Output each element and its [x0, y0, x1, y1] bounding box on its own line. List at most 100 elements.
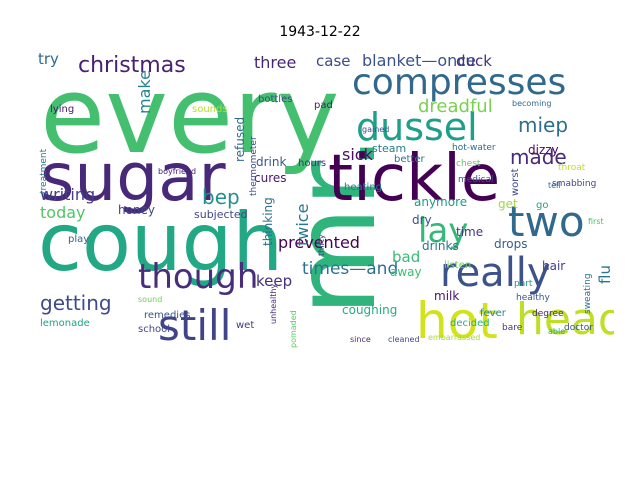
word: away [390, 265, 422, 279]
word: honey [118, 203, 155, 217]
word: smabbing [552, 179, 596, 189]
word: getting [40, 291, 112, 315]
word: bare [502, 323, 523, 333]
word: worst [510, 168, 521, 196]
word: times—and [302, 259, 398, 279]
word: tell [548, 181, 561, 190]
word: bep [202, 185, 240, 209]
word: decided [450, 318, 490, 329]
word: dry [412, 213, 432, 227]
word: twice [293, 204, 312, 246]
word: treatment [39, 148, 49, 194]
word: healthy [516, 293, 550, 303]
word: coughing [342, 303, 397, 317]
word: since [350, 335, 371, 344]
word: gained [362, 125, 389, 134]
word: embarrassed [428, 333, 480, 342]
word: two [508, 197, 585, 246]
word: still [158, 301, 231, 350]
word: fever [480, 308, 507, 319]
word: really [440, 250, 551, 296]
word: able [548, 327, 565, 336]
word: milk [434, 289, 459, 303]
word: hair [542, 259, 565, 273]
word: christmas [78, 53, 186, 78]
word: dizzy [528, 143, 559, 157]
word: made [510, 145, 567, 169]
word: cures [254, 171, 287, 185]
word: sounds [192, 104, 228, 115]
word: cleaned [388, 335, 420, 344]
word: sick [342, 145, 374, 164]
word-cloud: every mr. tickle sugar cough compresses … [38, 48, 614, 364]
word: heating [344, 182, 382, 193]
word: steam [372, 142, 406, 155]
word: sweating [583, 273, 593, 314]
word: becoming [512, 99, 551, 108]
word: first [588, 217, 604, 226]
word: keep [256, 272, 292, 290]
word: lay [418, 211, 468, 251]
word: sugar [40, 139, 227, 216]
word: pomaded [289, 310, 298, 348]
word: remedies [144, 310, 190, 321]
word: thermometer [249, 136, 259, 196]
word: hot-water [452, 143, 496, 153]
word: subjected [194, 208, 248, 221]
word: cough [38, 196, 283, 289]
word: dussel [356, 105, 478, 149]
word: throat [558, 163, 586, 173]
figure-title: 1943-12-22 [279, 24, 361, 40]
word: play [68, 234, 89, 245]
word: mr. [271, 136, 401, 316]
word: tickle [328, 142, 500, 216]
word: bottles [258, 94, 292, 105]
word: part [514, 279, 533, 289]
word: case [316, 52, 350, 70]
word: thirty [317, 234, 326, 256]
word: go [536, 200, 548, 211]
word: refused [233, 117, 247, 162]
word: boyfriend [158, 167, 196, 176]
word: flu [596, 265, 614, 284]
word: writing [40, 185, 95, 204]
word: doctor [564, 323, 593, 333]
word: blanket—once [362, 51, 476, 70]
word: every [40, 54, 339, 177]
word: chest [456, 159, 481, 169]
word: thinking [261, 197, 275, 246]
word: anymore [414, 195, 467, 209]
word: dreadful [418, 96, 493, 117]
word: get [498, 197, 518, 211]
word: miep [518, 113, 568, 137]
word: hours [298, 158, 326, 169]
word: duck [456, 52, 492, 70]
word: make [135, 70, 154, 114]
word: hot [416, 292, 498, 350]
word: prevented [278, 233, 360, 252]
word: school [138, 324, 170, 335]
word: sound [138, 295, 162, 304]
word: bad [392, 248, 420, 266]
word: pad [314, 100, 333, 111]
word: try [38, 50, 59, 68]
word: better [394, 154, 425, 165]
word: drinks [422, 239, 459, 253]
word: three [254, 53, 296, 72]
word: drops [494, 237, 528, 251]
word: though [138, 257, 258, 297]
word: drink [256, 155, 286, 169]
word: listen [444, 260, 471, 271]
word-cloud-background [38, 48, 614, 364]
word: lying [50, 104, 74, 115]
word: lemonade [40, 318, 90, 329]
word: unhealthy [269, 284, 278, 324]
word: today [40, 203, 86, 222]
word: wet [236, 320, 254, 331]
word: medical [458, 175, 493, 185]
word: degree [532, 309, 564, 319]
word: head [516, 294, 614, 345]
word: compresses [352, 62, 566, 103]
word: time [456, 225, 483, 239]
